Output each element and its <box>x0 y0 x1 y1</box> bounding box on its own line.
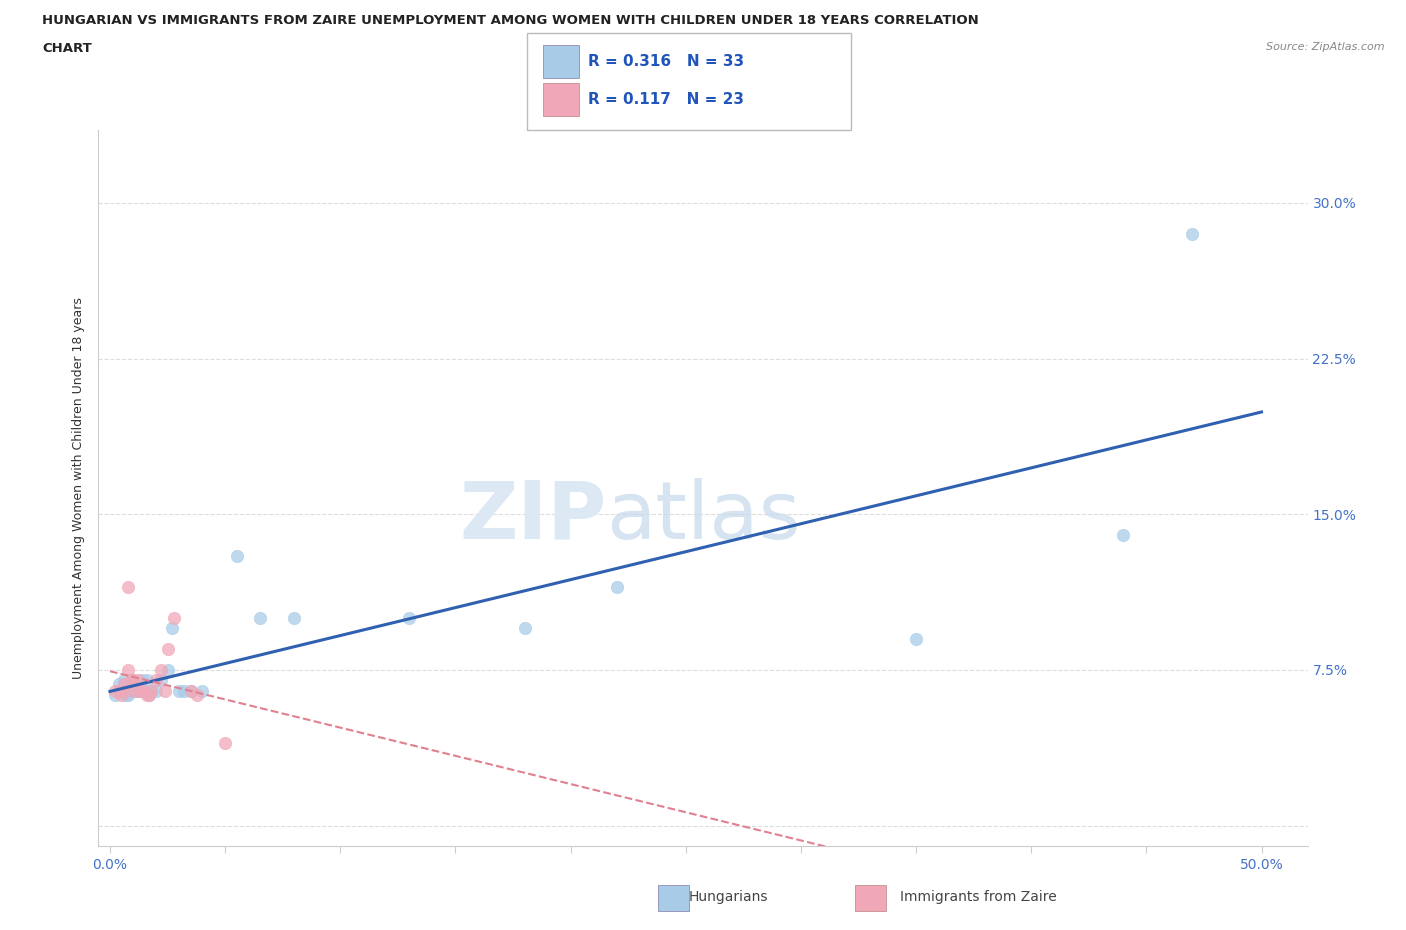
Point <box>214 735 236 750</box>
Text: R = 0.117   N = 23: R = 0.117 N = 23 <box>588 92 744 107</box>
Point <box>124 684 146 698</box>
Point <box>112 672 135 687</box>
Point <box>149 662 172 677</box>
Point <box>1112 527 1135 542</box>
Point <box>156 662 179 677</box>
Point <box>135 672 157 687</box>
Text: Hungarians: Hungarians <box>689 890 769 905</box>
Point <box>141 684 163 698</box>
Point <box>398 610 420 625</box>
Point <box>122 672 145 687</box>
Text: Immigrants from Zaire: Immigrants from Zaire <box>900 890 1056 905</box>
Point <box>173 684 195 698</box>
Point <box>149 672 172 687</box>
Text: ZIP: ZIP <box>458 478 606 556</box>
Text: CHART: CHART <box>42 42 91 55</box>
Point <box>108 684 131 698</box>
Point <box>180 684 202 698</box>
Text: Source: ZipAtlas.com: Source: ZipAtlas.com <box>1267 42 1385 52</box>
Point <box>112 677 135 692</box>
Point <box>905 631 928 646</box>
Point <box>131 672 153 687</box>
Text: R = 0.316   N = 33: R = 0.316 N = 33 <box>588 54 744 69</box>
Point <box>103 684 125 698</box>
Y-axis label: Unemployment Among Women with Children Under 18 years: Unemployment Among Women with Children U… <box>72 298 86 679</box>
Point <box>167 684 190 698</box>
Point <box>117 687 139 702</box>
Point <box>124 684 146 698</box>
Point <box>117 662 139 677</box>
Point <box>606 579 628 594</box>
Point <box>156 642 179 657</box>
Point <box>160 621 183 636</box>
Point <box>135 687 157 702</box>
Point <box>134 684 156 698</box>
Point <box>138 687 160 702</box>
Point <box>120 672 142 687</box>
Point <box>115 684 138 698</box>
Point <box>513 621 536 636</box>
Point <box>191 684 214 698</box>
Point <box>138 687 160 702</box>
Point <box>110 684 132 698</box>
Point <box>128 684 150 698</box>
Point <box>283 610 305 625</box>
Point <box>145 684 167 698</box>
Point <box>117 579 139 594</box>
Text: HUNGARIAN VS IMMIGRANTS FROM ZAIRE UNEMPLOYMENT AMONG WOMEN WITH CHILDREN UNDER : HUNGARIAN VS IMMIGRANTS FROM ZAIRE UNEMP… <box>42 14 979 27</box>
Point <box>103 687 125 702</box>
Point <box>122 672 145 687</box>
Point <box>180 684 202 698</box>
Point <box>145 672 167 687</box>
Point <box>128 684 150 698</box>
Point <box>225 549 247 564</box>
Point <box>141 684 163 698</box>
Point <box>155 684 177 698</box>
Point <box>163 610 186 625</box>
Point <box>134 684 156 698</box>
Point <box>120 684 142 698</box>
Point <box>1181 227 1204 242</box>
Point <box>110 687 132 702</box>
Point <box>186 687 208 702</box>
Point <box>115 687 138 702</box>
Point <box>249 610 271 625</box>
Text: atlas: atlas <box>606 478 800 556</box>
Point <box>127 672 149 687</box>
Point <box>127 684 149 698</box>
Point <box>108 677 131 692</box>
